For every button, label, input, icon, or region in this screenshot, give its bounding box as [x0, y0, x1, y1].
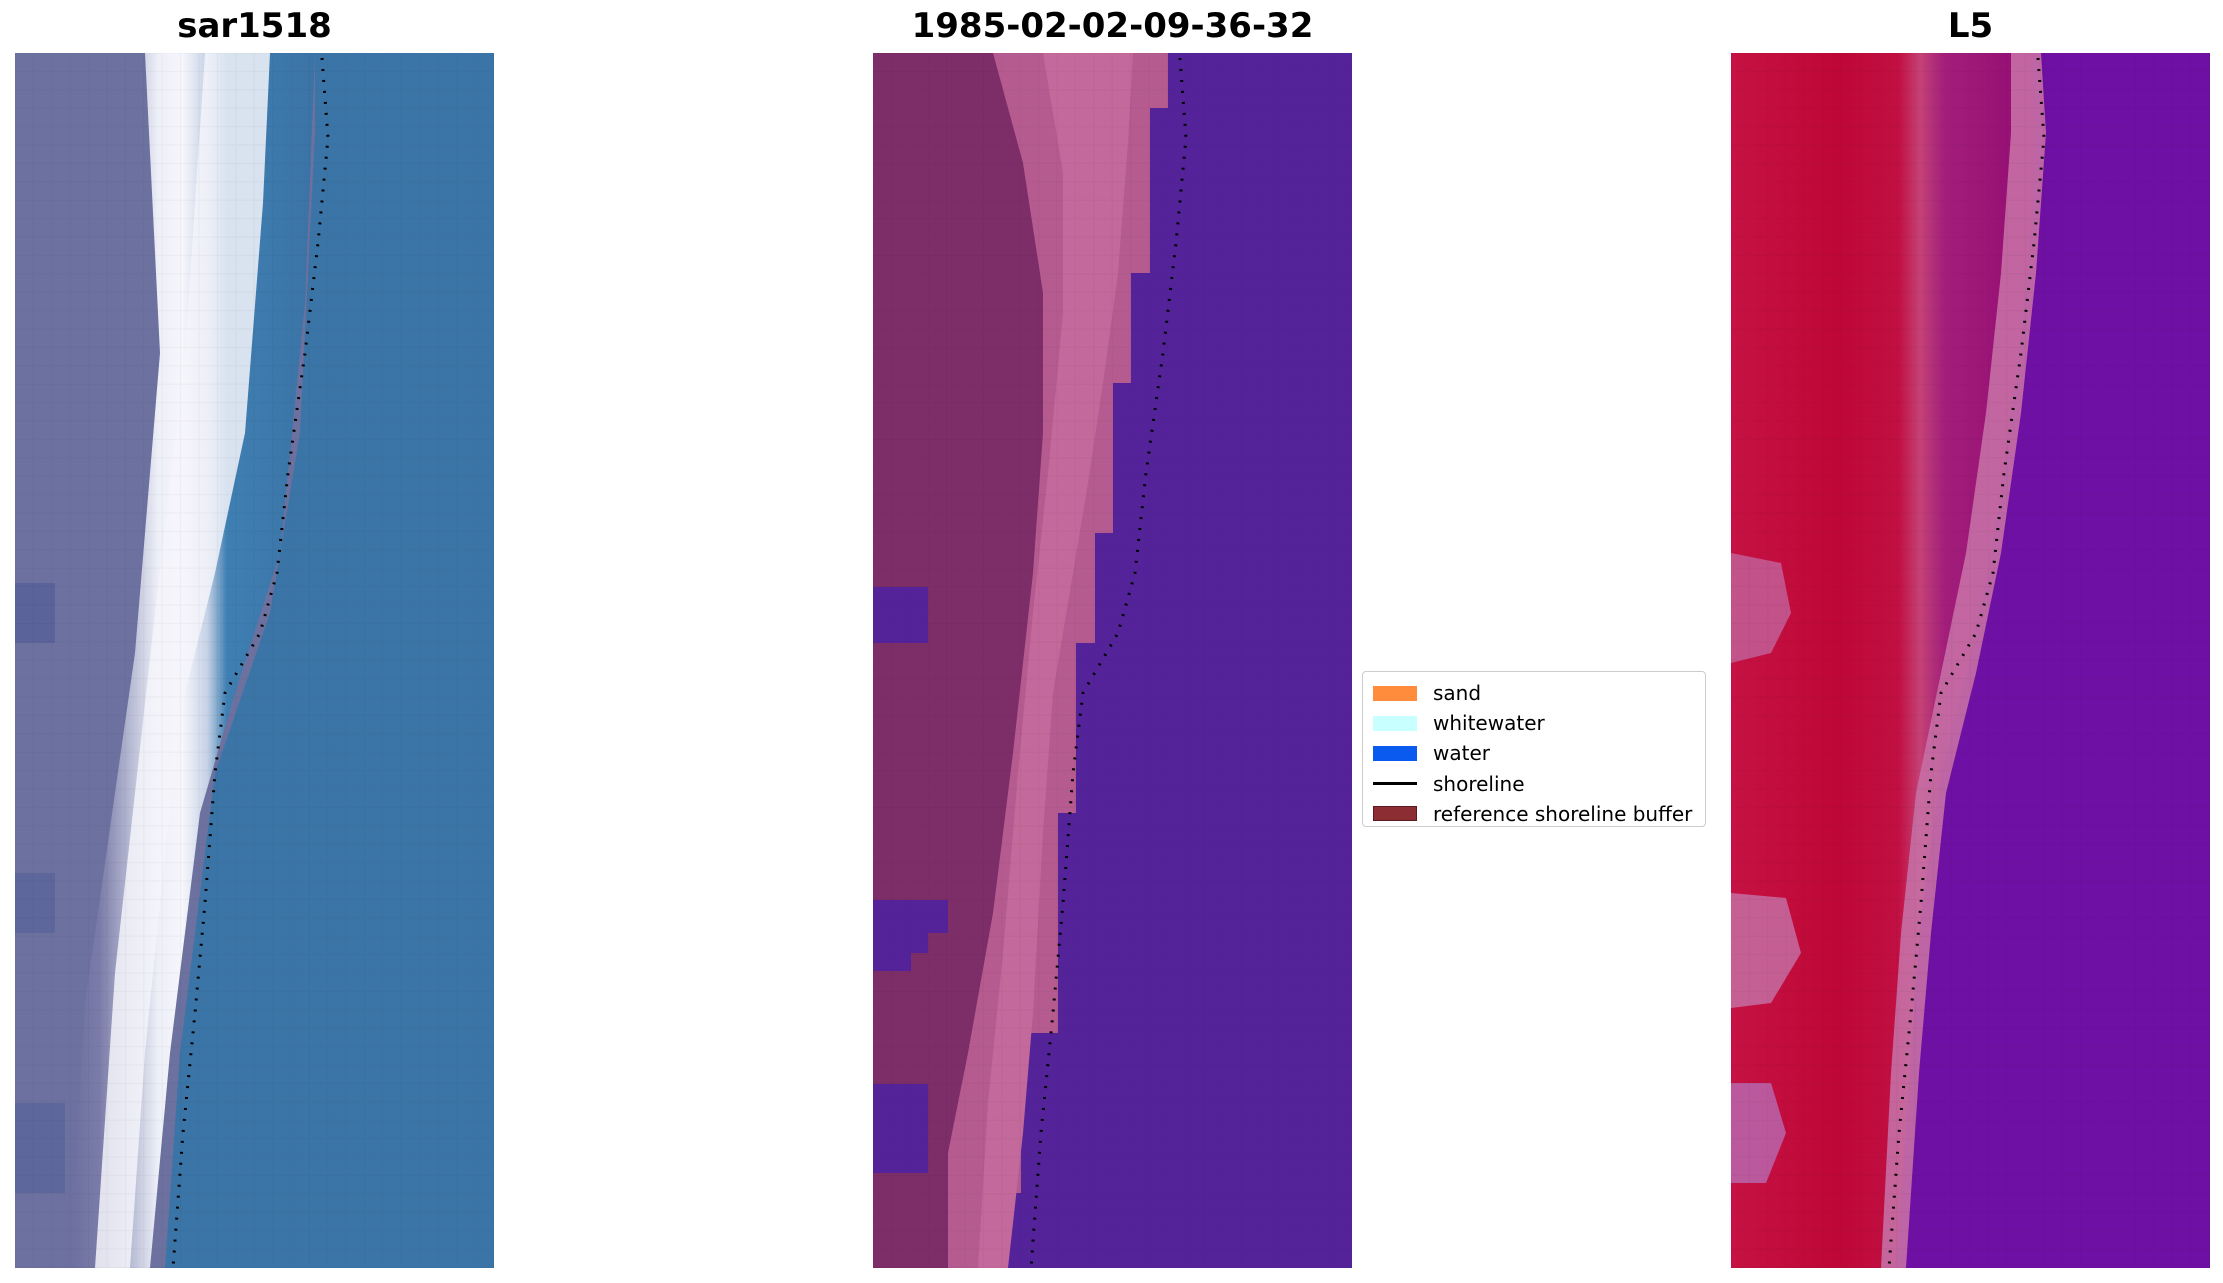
legend-item-shoreline: shoreline: [1373, 769, 1695, 799]
panel-title-sar: sar1518: [177, 6, 332, 46]
legend-swatch-sand: [1373, 685, 1417, 701]
index-image: [1731, 53, 2210, 1268]
panel-title-classified: 1985-02-02-09-36-32: [911, 6, 1314, 46]
legend-item-whitewater: whitewater: [1373, 708, 1695, 738]
legend: sand whitewater water shoreline referenc…: [1362, 671, 1706, 827]
panel-title-index: L5: [1947, 6, 1994, 46]
legend-label: shoreline: [1433, 771, 1525, 796]
legend-label: water: [1433, 741, 1490, 766]
legend-swatch-whitewater: [1373, 715, 1417, 731]
legend-item-water: water: [1373, 738, 1695, 768]
legend-swatch-water: [1373, 745, 1417, 761]
legend-item-reference-buffer: reference shoreline buffer: [1373, 799, 1695, 829]
legend-label: sand: [1433, 681, 1482, 706]
legend-item-sand: sand: [1373, 678, 1695, 708]
satellite-rgb-image: [15, 53, 494, 1268]
classified-image: [873, 53, 1352, 1268]
legend-label: whitewater: [1433, 711, 1545, 736]
legend-swatch-reference-buffer: [1373, 806, 1417, 822]
legend-line-shoreline: [1373, 782, 1417, 786]
legend-label: reference shoreline buffer: [1433, 801, 1693, 826]
